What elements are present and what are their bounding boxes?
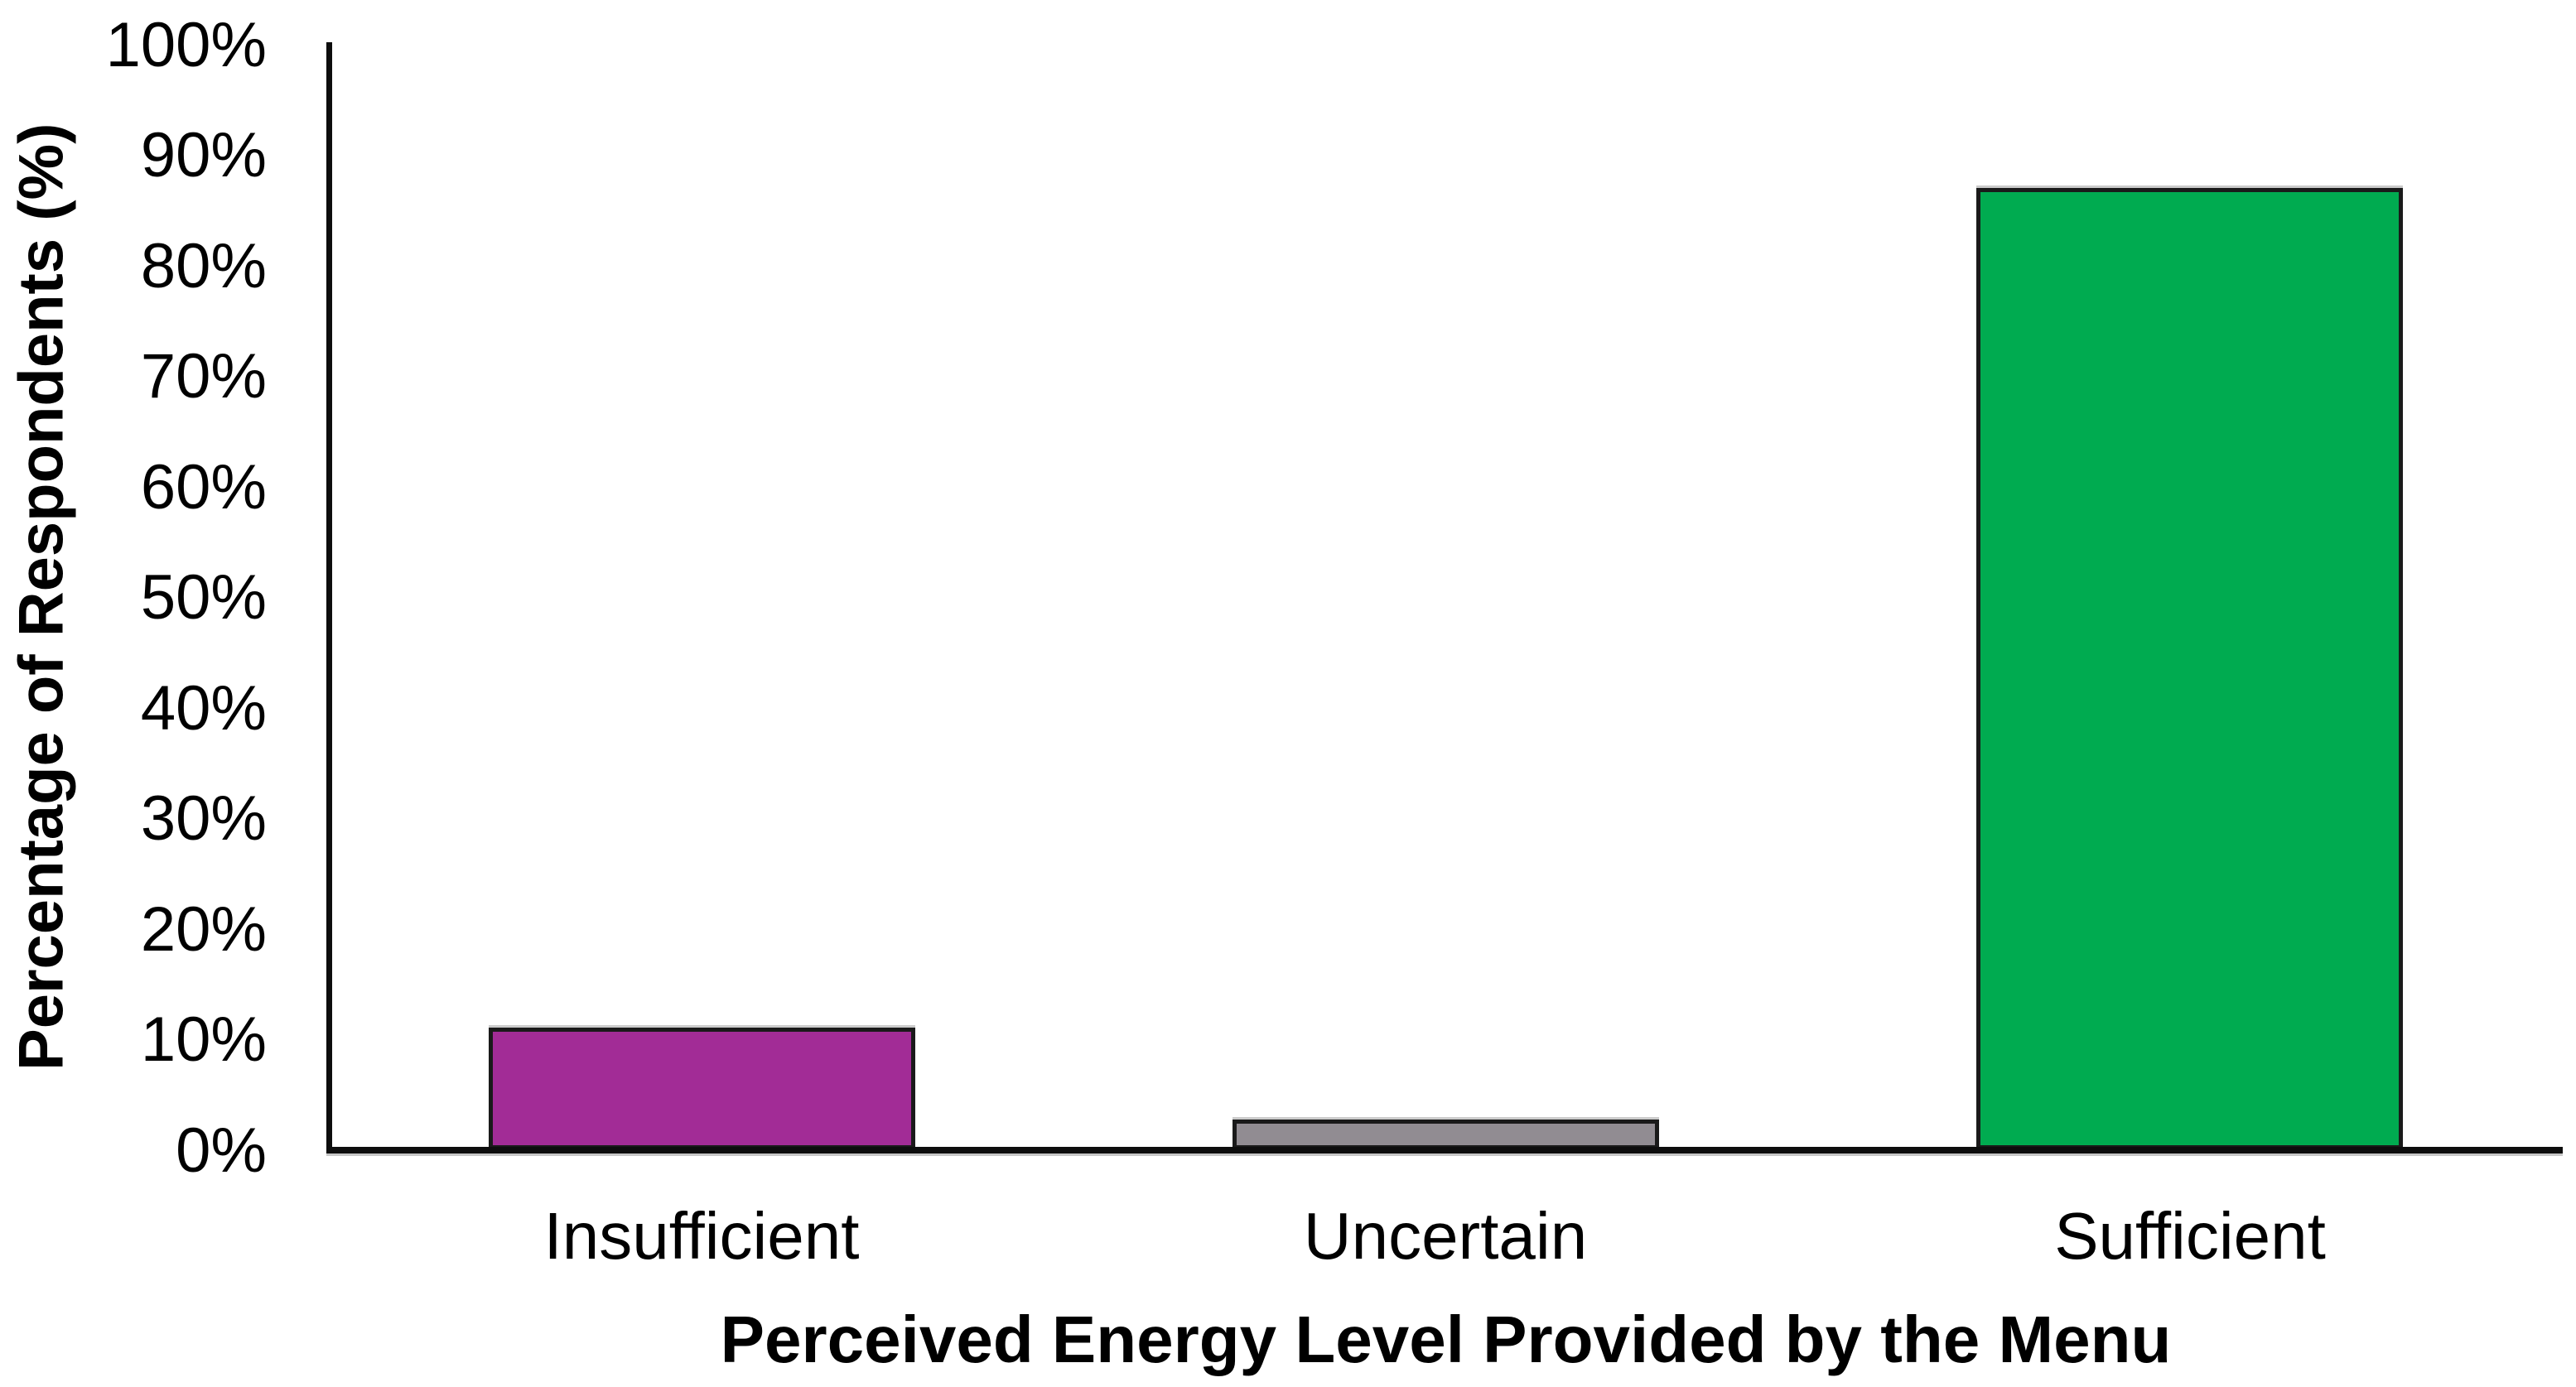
y-tick-label: 100% xyxy=(105,10,267,80)
y-tick-label: 0% xyxy=(176,1115,267,1186)
y-tick-label: 90% xyxy=(140,120,267,190)
bar-slot-sufficient xyxy=(1818,44,2562,1149)
bar-insufficient xyxy=(488,1028,915,1149)
y-tick-label: 30% xyxy=(140,783,267,854)
x-tick-label-insufficient: Insufficient xyxy=(543,1199,860,1273)
y-tick-label: 40% xyxy=(140,673,267,744)
x-tick-label-sufficient: Sufficient xyxy=(2054,1199,2326,1273)
bar-uncertain xyxy=(1233,1119,1659,1149)
plot-area xyxy=(330,44,2562,1149)
bar-slot-uncertain xyxy=(1073,44,1817,1149)
y-tick-label: 70% xyxy=(140,341,267,412)
x-axis-line xyxy=(326,1147,2563,1153)
y-axis-line xyxy=(326,42,332,1152)
y-tick-label: 10% xyxy=(140,1004,267,1075)
y-tick-label: 20% xyxy=(140,894,267,965)
bar-sufficient xyxy=(1976,187,2404,1149)
x-axis-title: Perceived Energy Level Provided by the M… xyxy=(720,1303,2172,1376)
bar-slot-insufficient xyxy=(330,44,1073,1149)
y-tick-label: 50% xyxy=(140,562,267,633)
y-tick-label: 80% xyxy=(140,231,267,301)
y-tick-label: 60% xyxy=(140,452,267,523)
x-tick-label-uncertain: Uncertain xyxy=(1303,1199,1588,1273)
